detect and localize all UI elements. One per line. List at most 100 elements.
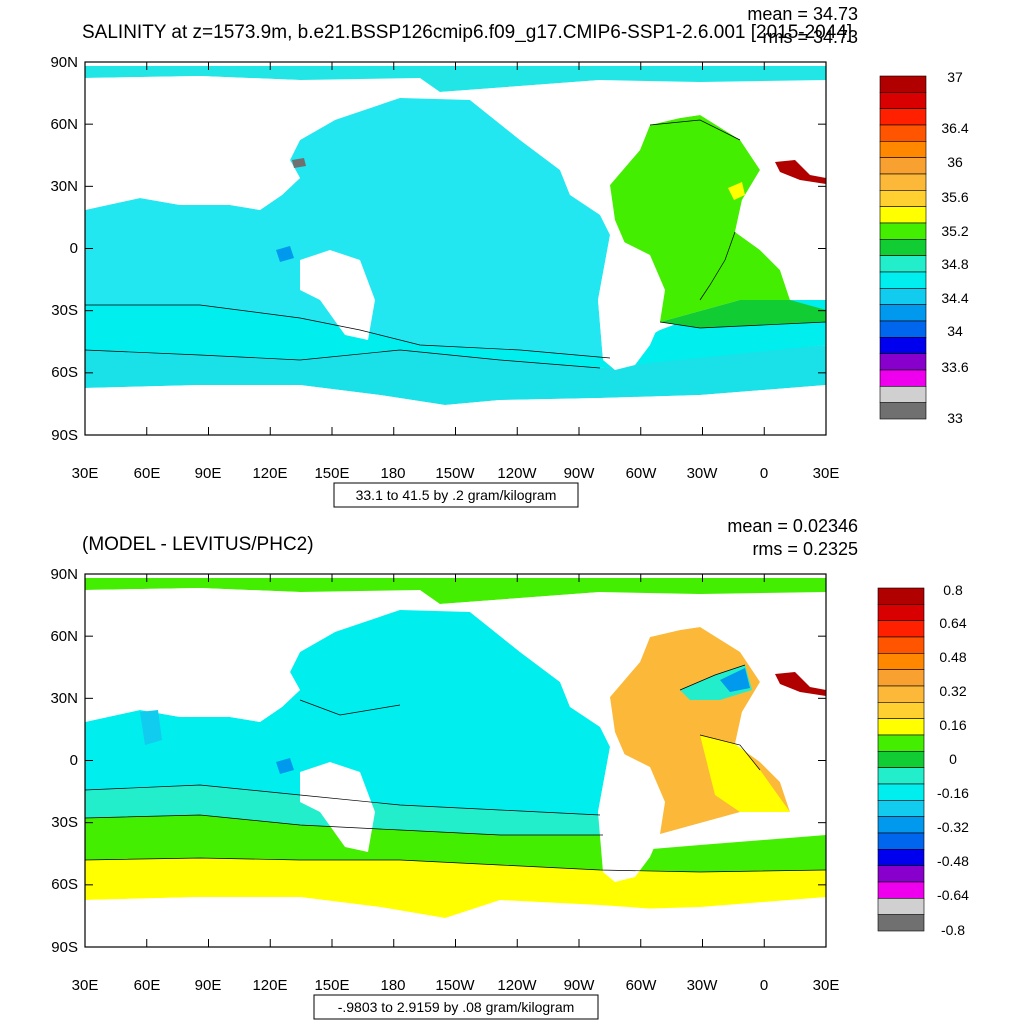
x-tick-label: 150E	[314, 977, 349, 994]
colorbar-swatch	[877, 620, 925, 638]
colorbar-label: 35.2	[941, 223, 968, 239]
colorbar-swatch	[877, 702, 925, 719]
x-tick-label: 30E	[72, 977, 99, 994]
x-tick-label: 30E	[813, 465, 840, 482]
x-tick-label: 120W	[497, 465, 537, 482]
y-tick-label: 90N	[50, 54, 78, 71]
colorbar-label: 0.16	[939, 717, 966, 733]
colorbar-label: -0.16	[937, 785, 969, 801]
panel-salinity: SALINITY at z=1573.9m, b.e21.BSSP126cmip…	[50, 4, 969, 508]
colorbar-swatch	[879, 255, 927, 273]
y-ticks: 90N 60N 30N 0 30S 60S 90S	[50, 566, 78, 956]
x-tick-label: 120E	[252, 465, 287, 482]
colorbar-swatch	[879, 75, 927, 93]
colorbar-swatch	[877, 587, 925, 605]
colorbar-label: 37	[947, 69, 963, 85]
panel-title: (MODEL - LEVITUS/PHC2)	[82, 534, 314, 555]
x-tick-label: 60E	[134, 465, 161, 482]
x-tick-label: 90W	[564, 465, 596, 482]
colorbar-swatch	[877, 604, 925, 621]
colorbar-label: 36	[947, 154, 963, 170]
y-tick-label: 90S	[51, 939, 78, 956]
contour-info: 33.1 to 41.5 by .2 gram/kilogram	[356, 487, 557, 503]
colorbar-swatch	[879, 124, 927, 142]
x-tick-label: 120W	[497, 977, 537, 994]
contour-info: -.9803 to 2.9159 by .08 gram/kilogram	[338, 999, 575, 1015]
y-tick-label: 60S	[51, 876, 78, 893]
colorbar-swatch	[879, 386, 927, 403]
x-tick-label: 150W	[435, 465, 475, 482]
colorbar-swatch	[877, 653, 925, 670]
colorbar-label: 34.4	[941, 290, 968, 306]
colorbar-swatch	[879, 92, 927, 109]
x-tick-label: 90W	[564, 977, 596, 994]
contour-info-box: 33.1 to 41.5 by .2 gram/kilogram	[333, 482, 579, 508]
y-tick-label: 30S	[51, 302, 78, 319]
colorbar-label: 35.6	[941, 189, 968, 205]
colorbar-swatch	[879, 337, 927, 354]
rms-label: rms = 0.2325	[752, 539, 858, 559]
contour-info-box: -.9803 to 2.9159 by .08 gram/kilogram	[313, 994, 599, 1020]
x-ticks: 30E 60E 90E 120E 150E 180 150W 120W 90W …	[72, 977, 840, 994]
panel-title: SALINITY at z=1573.9m, b.e21.BSSP126cmip…	[82, 22, 852, 43]
x-tick-label: 0	[760, 465, 768, 482]
colorbar-swatch	[879, 108, 927, 126]
y-tick-label: 30N	[50, 690, 78, 707]
y-tick-label: 60N	[50, 628, 78, 645]
colorbar-swatch	[879, 206, 927, 224]
colorbar-swatch	[877, 734, 925, 752]
colorbar-label: -0.64	[937, 887, 969, 903]
colorbar-swatch	[879, 271, 927, 289]
colorbar-swatch	[879, 353, 927, 371]
colorbar-swatch	[877, 816, 925, 834]
colorbar-swatch	[877, 767, 925, 785]
colorbar-swatch	[879, 288, 927, 305]
colorbar-label: 0.48	[939, 649, 966, 665]
colorbar-swatch	[877, 783, 925, 801]
colorbar-swatch	[877, 718, 925, 736]
colorbar-swatch	[877, 849, 925, 866]
x-tick-label: 60E	[134, 977, 161, 994]
colorbar-swatch	[879, 222, 927, 240]
x-tick-label: 120E	[252, 977, 287, 994]
colorbar-swatch	[877, 898, 925, 915]
colorbar-label: 36.4	[941, 120, 968, 136]
y-tick-label: 30S	[51, 814, 78, 831]
colorbar-label: 34.8	[941, 256, 968, 272]
colorbar-swatch	[877, 865, 925, 883]
x-tick-label: 60W	[626, 465, 658, 482]
x-tick-label: 90E	[195, 465, 222, 482]
y-tick-label: 90S	[51, 427, 78, 444]
x-tick-label: 150W	[435, 977, 475, 994]
y-tick-label: 60N	[50, 116, 78, 133]
colorbar-swatch	[877, 832, 925, 850]
colorbar: 37 36.4 36 35.6 35.2 34.8 34.4 34 33.6 33	[879, 69, 969, 426]
x-tick-label: 30E	[72, 465, 99, 482]
colorbar-label: 34	[947, 323, 963, 339]
colorbar: 0.8 0.64 0.48 0.32 0.16 0 -0.16 -0.32 -0.48 -0.64…	[877, 582, 969, 938]
map-field	[85, 62, 826, 435]
x-tick-label: 180	[380, 977, 405, 994]
colorbar-label: -0.32	[937, 819, 969, 835]
rms-label: rms = 34.73	[762, 27, 858, 47]
mean-label: mean = 0.02346	[727, 516, 858, 536]
colorbar-label: 0	[949, 751, 957, 767]
colorbar-swatch	[879, 190, 927, 207]
x-tick-label: 90E	[195, 977, 222, 994]
y-ticks: 90N 60N 30N 0 30S 60S 90S	[50, 54, 78, 444]
colorbar-swatch	[879, 320, 927, 338]
colorbar-label: 33	[947, 410, 963, 426]
x-tick-label: 0	[760, 977, 768, 994]
x-tick-label: 30W	[687, 465, 719, 482]
colorbar-swatch	[877, 914, 925, 932]
colorbar-swatch	[877, 881, 925, 899]
colorbar-label: 33.6	[941, 359, 968, 375]
panel-difference: (MODEL - LEVITUS/PHC2) mean = 0.02346 rm…	[50, 516, 969, 1020]
y-tick-label: 30N	[50, 178, 78, 195]
colorbar-swatch	[877, 685, 925, 703]
colorbar-swatch	[879, 173, 927, 191]
colorbar-swatch	[877, 800, 925, 817]
x-tick-label: 150E	[314, 465, 349, 482]
colorbar-label: -0.8	[941, 922, 965, 938]
